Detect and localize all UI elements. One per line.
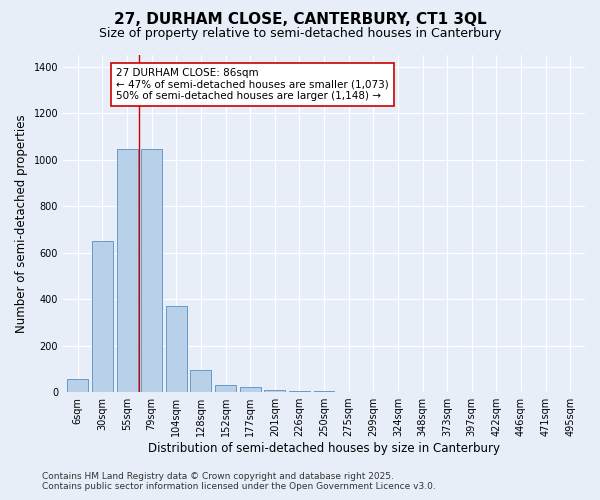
- Y-axis label: Number of semi-detached properties: Number of semi-detached properties: [15, 114, 28, 333]
- Bar: [116, 149, 137, 392]
- Bar: [265, 390, 285, 392]
- Bar: [67, 380, 88, 392]
- Bar: [215, 385, 236, 392]
- X-axis label: Distribution of semi-detached houses by size in Canterbury: Distribution of semi-detached houses by …: [148, 442, 500, 455]
- Text: Contains HM Land Registry data © Crown copyright and database right 2025.
Contai: Contains HM Land Registry data © Crown c…: [42, 472, 436, 491]
- Bar: [92, 241, 113, 392]
- Text: Size of property relative to semi-detached houses in Canterbury: Size of property relative to semi-detach…: [99, 28, 501, 40]
- Bar: [239, 388, 260, 392]
- Bar: [190, 370, 211, 392]
- Bar: [289, 391, 310, 392]
- Bar: [166, 306, 187, 392]
- Bar: [141, 149, 162, 392]
- Text: 27 DURHAM CLOSE: 86sqm
← 47% of semi-detached houses are smaller (1,073)
50% of : 27 DURHAM CLOSE: 86sqm ← 47% of semi-det…: [116, 68, 389, 101]
- Text: 27, DURHAM CLOSE, CANTERBURY, CT1 3QL: 27, DURHAM CLOSE, CANTERBURY, CT1 3QL: [113, 12, 487, 28]
